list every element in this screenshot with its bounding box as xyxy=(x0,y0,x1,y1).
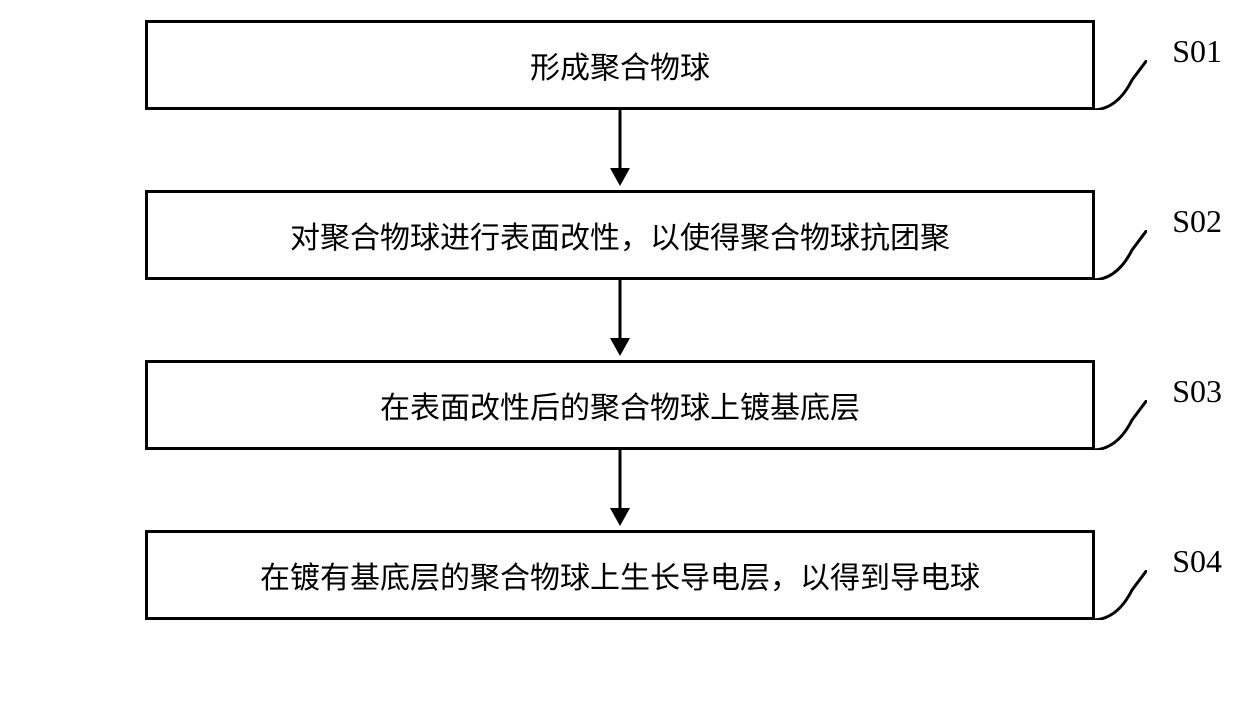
flowchart-step: 形成聚合物球 S01 xyxy=(145,20,1095,110)
flowchart-step: 在表面改性后的聚合物球上镀基底层 S03 xyxy=(145,360,1095,450)
step-text: 对聚合物球进行表面改性，以使得聚合物球抗团聚 xyxy=(290,213,950,257)
label-connector xyxy=(1092,60,1147,110)
arrow-head xyxy=(610,508,630,526)
step-text: 在镀有基底层的聚合物球上生长导电层，以得到导电球 xyxy=(260,553,980,597)
step-label: S03 xyxy=(1172,373,1222,410)
step-text: 形成聚合物球 xyxy=(530,43,710,87)
flowchart-arrow xyxy=(145,450,1095,530)
step-label: S01 xyxy=(1172,33,1222,70)
arrow-head xyxy=(610,338,630,356)
label-connector xyxy=(1092,570,1147,620)
step-text: 在表面改性后的聚合物球上镀基底层 xyxy=(380,383,860,427)
flowchart-step: 在镀有基底层的聚合物球上生长导电层，以得到导电球 S04 xyxy=(145,530,1095,620)
label-connector xyxy=(1092,230,1147,280)
arrow-head xyxy=(610,168,630,186)
flowchart-arrow xyxy=(145,110,1095,190)
step-label: S02 xyxy=(1172,203,1222,240)
arrow-line xyxy=(619,110,622,170)
step-label: S04 xyxy=(1172,543,1222,580)
flowchart-arrow xyxy=(145,280,1095,360)
arrow-line xyxy=(619,280,622,340)
label-connector xyxy=(1092,400,1147,450)
flowchart-step: 对聚合物球进行表面改性，以使得聚合物球抗团聚 S02 xyxy=(145,190,1095,280)
flowchart-container: 形成聚合物球 S01 对聚合物球进行表面改性，以使得聚合物球抗团聚 S02 在表… xyxy=(50,20,1190,620)
arrow-line xyxy=(619,450,622,510)
